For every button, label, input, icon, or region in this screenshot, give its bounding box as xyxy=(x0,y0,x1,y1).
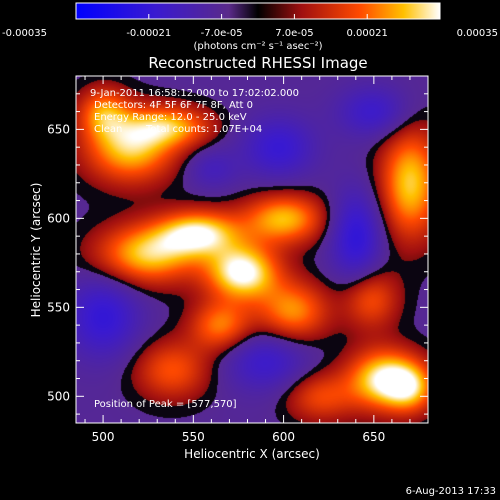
total-counts-annotation: Total counts: 1.07E+04 xyxy=(145,124,262,135)
heatmap-canvas xyxy=(76,76,428,423)
colorbar xyxy=(75,2,441,20)
colorbar-tick-label: 0.00035 xyxy=(457,28,498,39)
colorbar-tick-label: 0.00021 xyxy=(347,28,388,39)
x-tick-label: 550 xyxy=(182,430,205,444)
x-tick-label: 600 xyxy=(272,430,295,444)
y-tick-label: 600 xyxy=(47,211,70,225)
x-tick-label: 650 xyxy=(362,430,385,444)
axis-ticks xyxy=(76,75,429,423)
colorbar-ticks xyxy=(75,14,441,19)
x-tick-labels: 500 550 600 650 xyxy=(92,430,386,444)
colorbar-tick-label: -0.00021 xyxy=(126,28,171,39)
y-tick-label: 500 xyxy=(47,389,70,403)
peak-position-annotation: Position of Peak = [577,570] xyxy=(94,399,237,410)
y-tick-label: 550 xyxy=(47,300,70,314)
y-tick-label: 650 xyxy=(47,122,70,136)
colorbar-tick-label: 7.0e-05 xyxy=(275,28,313,39)
colorbar-tick-label: -0.00035 xyxy=(2,28,47,39)
footer-date: 6-Aug-2013 17:33 xyxy=(406,486,496,497)
colorbar-units-label: (photons cm⁻² s⁻¹ asec⁻²) xyxy=(193,41,322,52)
colorbar-tick-labels: -0.00035 -0.00021 -7.0e-05 7.0e-05 0.00021 0.… xyxy=(2,28,498,39)
x-axis-label: Heliocentric X (arcsec) xyxy=(184,447,320,461)
x-tick-label: 500 xyxy=(92,430,115,444)
chart-title: Reconstructed RHESSI Image xyxy=(148,54,367,72)
colorbar-tick-label: -7.0e-05 xyxy=(201,28,243,39)
heatmap-image xyxy=(76,76,428,423)
plot-frame xyxy=(75,75,429,424)
y-axis-label: Heliocentric Y (arcsec) xyxy=(29,183,43,318)
clean-annotation: Clean xyxy=(94,124,122,135)
time-range-annotation: 9-Jan-2011 16:58:12.000 to 17:02:02.000 xyxy=(90,88,299,99)
energy-annotation: Energy Range: 12.0 - 25.0 keV xyxy=(94,112,247,123)
y-tick-labels: 500 550 600 650 xyxy=(47,122,70,403)
detectors-annotation: Detectors: 4F 5F 6F 7F 8F, Att 0 xyxy=(94,100,253,111)
